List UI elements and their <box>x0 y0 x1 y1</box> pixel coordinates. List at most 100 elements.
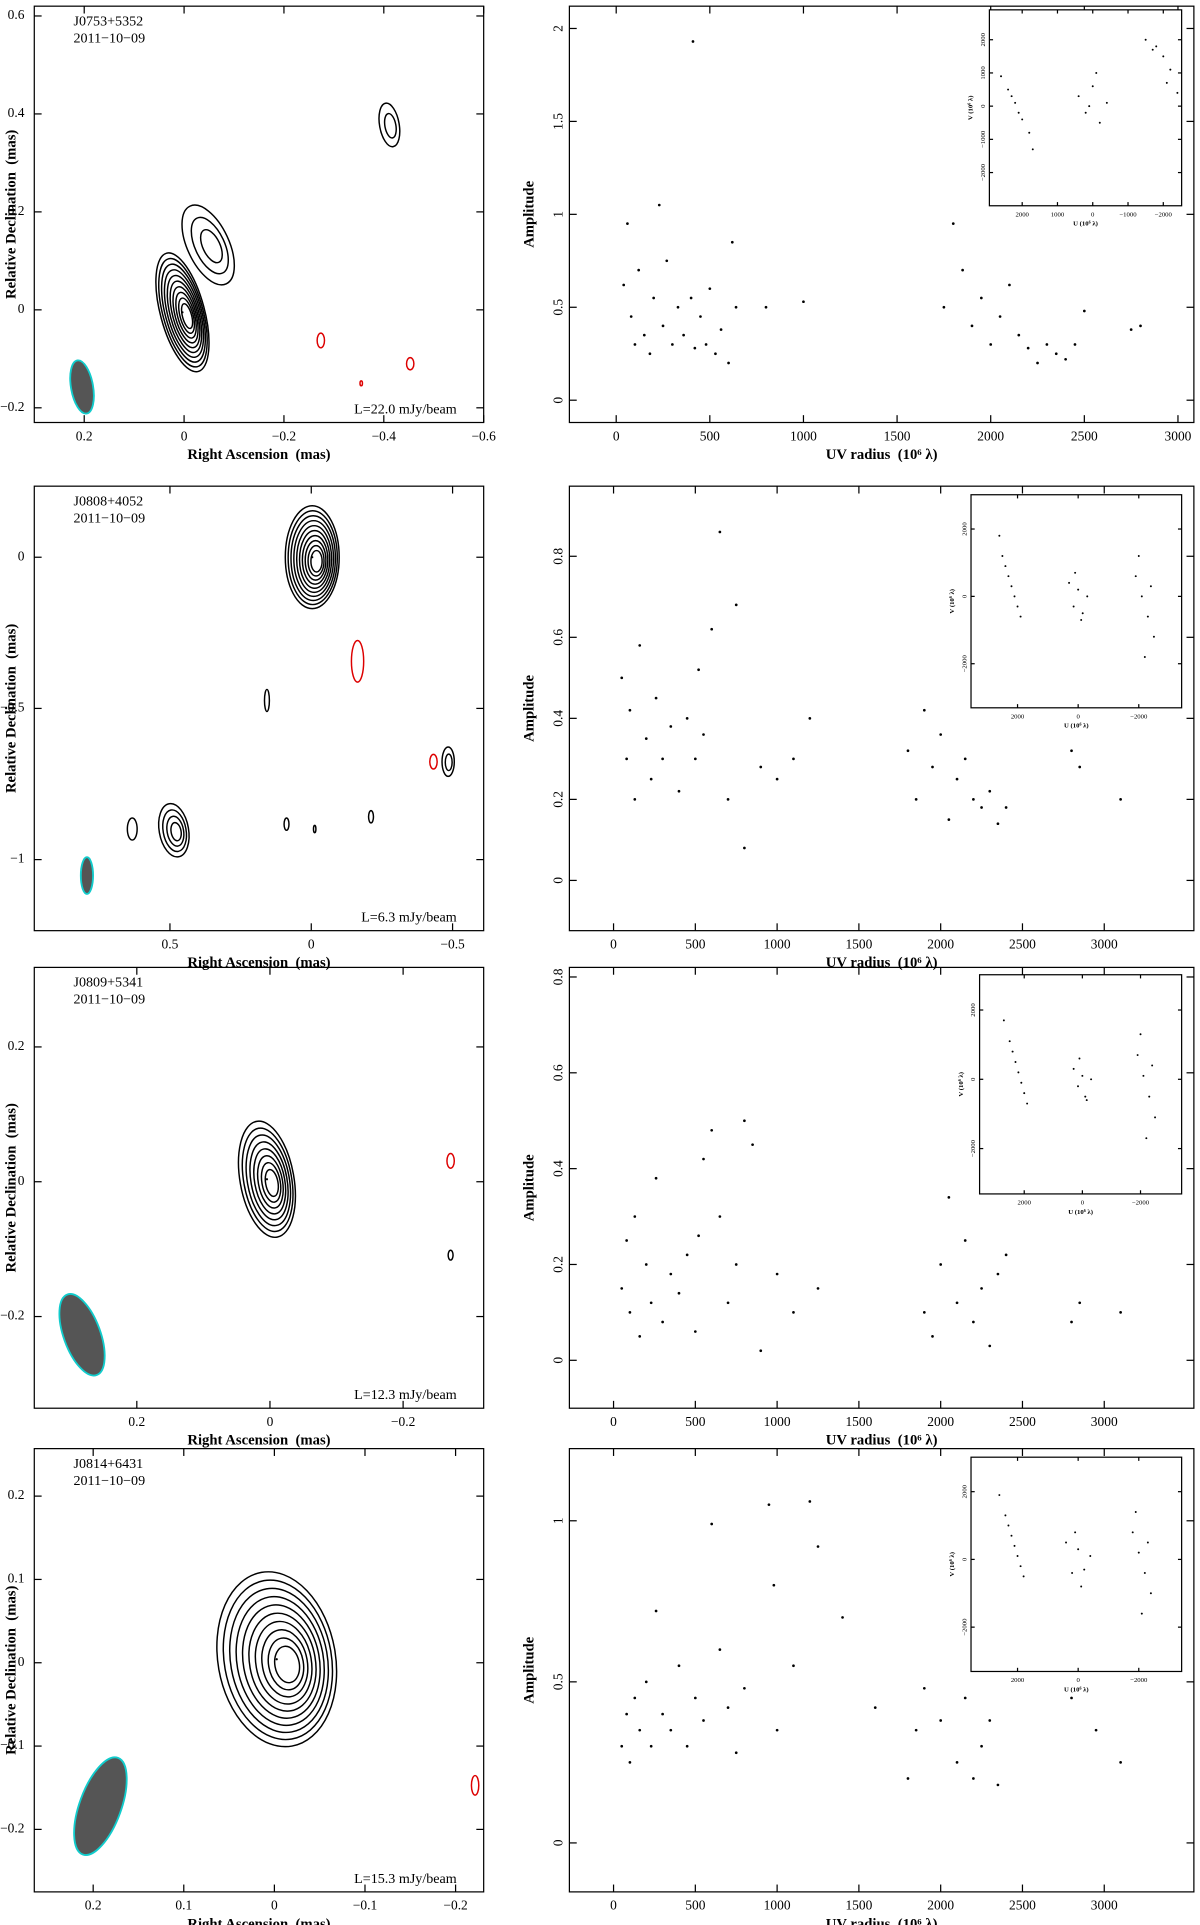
uv-point <box>652 296 655 300</box>
uv-point <box>644 737 648 740</box>
uv-point <box>719 328 723 331</box>
contour <box>222 1579 334 1741</box>
y-axis-label: Relative Declination (mas) <box>4 130 20 299</box>
y-tick-label: 0.2 <box>8 1038 25 1053</box>
uv-point <box>638 1728 642 1732</box>
contour <box>249 1141 289 1221</box>
x-tick-label: 2000 <box>927 1898 954 1913</box>
uv-point <box>734 603 738 607</box>
uv-point <box>1045 343 1049 346</box>
inset-y-label: V (10⁶ λ) <box>968 96 975 121</box>
peak-level: L=22.0 mJy/beam <box>354 401 457 417</box>
uv-point <box>710 627 714 631</box>
uv-point <box>951 222 955 225</box>
contour <box>301 534 329 585</box>
uv-point <box>1004 806 1008 809</box>
uv-point <box>648 352 652 356</box>
uv-point <box>939 1263 943 1266</box>
uv-coverage-point <box>1089 1555 1092 1558</box>
uv-point <box>704 343 708 346</box>
uv-coverage-point <box>1072 605 1075 608</box>
y-tick-label: 0 <box>970 1077 977 1081</box>
uv-point <box>1017 333 1021 337</box>
uv-point <box>726 1301 730 1305</box>
uv-coverage-point <box>1131 1531 1134 1534</box>
uv-coverage-point <box>1007 88 1010 91</box>
contour <box>199 228 223 264</box>
uv-coverage-point <box>1152 635 1155 638</box>
uv-point <box>638 1334 642 1338</box>
y-axis-label: Relative Declination (mas) <box>4 624 20 793</box>
uv-coverage-point <box>1090 1078 1093 1081</box>
y-tick-label: 1000 <box>980 66 987 80</box>
y-tick-label: −2000 <box>980 163 987 181</box>
y-tick-label: 0.8 <box>551 548 566 565</box>
x-tick-label: 3000 <box>1091 1898 1118 1913</box>
contour <box>175 291 197 339</box>
uv-point <box>914 1728 918 1732</box>
uv-coverage-point <box>1028 131 1031 134</box>
contour <box>180 302 194 330</box>
uv-coverage-point <box>1017 1071 1020 1074</box>
contour <box>228 1587 330 1734</box>
uv-point <box>628 1311 632 1314</box>
uv-coverage-point <box>1148 1095 1151 1098</box>
peak-level: L=12.3 mJy/beam <box>354 1387 457 1403</box>
uv-coverage-point <box>998 1494 1001 1497</box>
uv-coverage-point <box>1081 1074 1084 1077</box>
inset-x-label: U (10⁶ λ) <box>1068 1209 1093 1216</box>
uv-point <box>691 40 695 43</box>
y-tick-label: 0.6 <box>551 1064 566 1081</box>
uv-coverage-point <box>1007 575 1010 578</box>
uv-point <box>718 1648 722 1651</box>
y-tick-label: −0.5 <box>0 700 25 715</box>
uv-point <box>685 716 689 720</box>
plot-frame <box>568 485 1195 932</box>
uv-point <box>669 725 673 728</box>
y-tick-label: 0.6 <box>551 629 566 646</box>
uv-point <box>714 352 717 356</box>
x-tick-label: −2000 <box>1130 714 1148 721</box>
contour <box>273 1645 301 1684</box>
uv-point <box>961 268 964 272</box>
y-tick-label: 0 <box>980 104 987 108</box>
x-tick-label: 1000 <box>764 1898 791 1913</box>
x-tick-label: 0.2 <box>76 428 93 443</box>
uv-point <box>649 1744 653 1748</box>
uv-coverage-point <box>1019 1565 1022 1568</box>
uv-point <box>661 1712 664 1716</box>
uv-coverage-point <box>1151 1064 1154 1067</box>
uv-point <box>914 798 918 801</box>
contour <box>163 269 205 359</box>
contour <box>169 280 201 349</box>
x-axis-label: Right Ascension (mas) <box>187 955 330 971</box>
uv-point <box>710 1522 714 1526</box>
inset-bg <box>971 1457 1182 1672</box>
uv-point <box>759 1349 763 1353</box>
uv-coverage-point <box>1134 575 1137 578</box>
x-tick-label: 1000 <box>764 936 791 951</box>
uv-point <box>622 283 626 287</box>
uv-coverage-point <box>1146 615 1149 618</box>
uv-point <box>775 1728 779 1732</box>
uv-coverage-point <box>1105 101 1108 104</box>
peak <box>181 311 184 314</box>
x-tick-label: −2000 <box>1130 1677 1148 1684</box>
uv-coverage-point <box>1080 1585 1083 1588</box>
uv-point <box>998 315 1002 318</box>
uv-point <box>931 765 934 769</box>
x-tick-label: 2000 <box>1015 211 1029 218</box>
x-tick-label: 0.5 <box>162 936 179 951</box>
uv-coverage-point <box>1020 1081 1023 1084</box>
obs-date: 2011−10−09 <box>73 510 145 526</box>
x-tick-label: −0.5 <box>440 936 465 951</box>
uv-coverage-point <box>1149 585 1152 588</box>
contour <box>264 1168 280 1198</box>
plot-frame <box>33 485 485 932</box>
uv-point <box>989 343 993 346</box>
uv-point <box>625 1239 628 1242</box>
uv-coverage-point <box>1010 95 1013 98</box>
uv-point <box>1094 1728 1098 1732</box>
y-tick-label: 0 <box>18 548 25 563</box>
uv-point <box>1078 765 1082 769</box>
